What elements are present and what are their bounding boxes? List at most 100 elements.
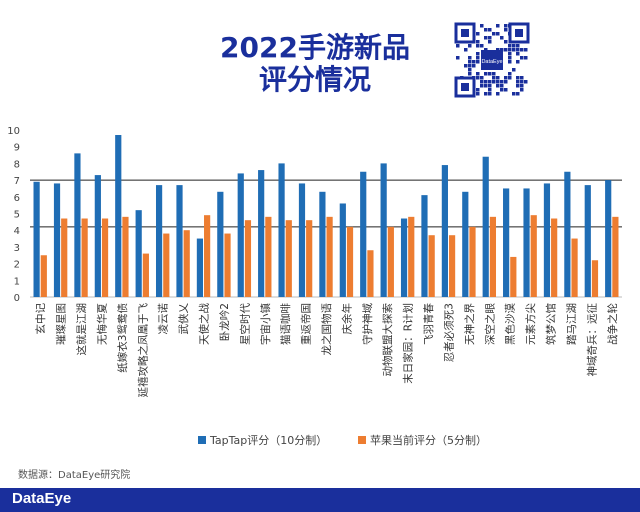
y-tick-label: 0 [14, 293, 20, 304]
bar-taptap [258, 170, 265, 297]
x-tick-label: 战争之轮 [606, 303, 619, 345]
x-tick-label: 延禧攻略之凤凰于飞 [136, 303, 149, 398]
bar-taptap [74, 153, 81, 297]
bar-apple [408, 216, 415, 297]
bar-taptap [135, 210, 142, 297]
bar-taptap [564, 171, 571, 297]
bar-taptap [115, 135, 122, 297]
footer-logo: DataEye [12, 490, 72, 507]
bar-apple [591, 260, 599, 297]
qr-center-label: DataEye [481, 59, 502, 65]
bar-apple [265, 216, 272, 297]
x-tick-label: 动物联盟大探索 [381, 303, 394, 377]
bar-apple [285, 220, 292, 297]
legend-label-apple: 苹果当前评分（5分制） [370, 433, 487, 447]
x-tick-label: 纸嫁衣3鸳鸯债 [116, 303, 129, 373]
x-tick-label: 这就是江湖 [75, 303, 88, 356]
data-source: 数据源：DataEye研究院 [18, 470, 131, 481]
bar-apple [142, 253, 149, 297]
legend-swatch-taptap [198, 436, 206, 444]
bar-taptap [217, 191, 224, 297]
x-tick-label: 璀璨星图 [55, 303, 68, 345]
x-tick-label: 元素方尖 [524, 303, 537, 345]
x-tick-label: 无悔华夏 [95, 303, 108, 345]
bar-apple [244, 220, 252, 297]
bar-taptap [605, 180, 612, 297]
x-tick-label: 末日家园：R计划 [402, 303, 415, 384]
x-tick-label: 卧龙吟2 [218, 303, 231, 341]
bar-taptap [523, 188, 530, 297]
x-tick-label: 深空之眼 [483, 303, 496, 345]
bar-apple [428, 235, 435, 297]
x-tick-label: 玄中记 [34, 303, 47, 335]
x-tick-label: 飞羽青春 [422, 303, 435, 345]
bar-apple [612, 216, 619, 297]
y-tick-label: 7 [14, 176, 20, 187]
y-tick-label: 10 [7, 126, 20, 137]
bar-taptap [360, 171, 367, 297]
bar-apple [122, 216, 129, 297]
bar-taptap [155, 185, 163, 297]
bar-taptap [176, 185, 183, 297]
bar-taptap [94, 175, 101, 297]
x-tick-label: 天使之战 [198, 303, 211, 345]
x-tick-label: 重返帝国 [300, 303, 313, 345]
y-tick-label: 9 [14, 143, 20, 154]
title-line-1: 2022手游新品 [220, 31, 410, 64]
bar-taptap [441, 165, 448, 297]
qr-code-icon: DataEye [454, 22, 530, 98]
bar-taptap [380, 163, 387, 297]
x-tick-label: 宇宙小镇 [259, 303, 272, 345]
bar-taptap [319, 191, 326, 297]
bar-apple [326, 216, 333, 297]
x-tick-label: 筑梦公馆 [545, 303, 558, 345]
bar-taptap [503, 188, 510, 297]
x-tick-label: 黑色沙漠 [504, 303, 517, 345]
bar-apple [306, 220, 313, 297]
bar-apple [469, 226, 476, 297]
bar-apple [40, 255, 47, 297]
x-tick-label: 无神之界 [463, 303, 476, 345]
y-tick-label: 3 [14, 243, 20, 254]
bar-apple [551, 218, 558, 297]
bar-taptap [298, 183, 306, 297]
bar-taptap [543, 183, 551, 297]
bar-apple [81, 218, 88, 297]
bar-taptap [482, 156, 489, 297]
bar-taptap [584, 185, 591, 297]
x-tick-label: 凌云诺 [157, 303, 170, 335]
legend-swatch-apple [358, 436, 366, 444]
y-tick-label: 6 [14, 193, 20, 204]
y-tick-label: 1 [14, 276, 20, 287]
bar-apple [163, 233, 170, 297]
bar-apple [510, 256, 517, 297]
bar-taptap [400, 218, 408, 297]
bar-taptap [33, 181, 40, 297]
bar-apple [530, 215, 537, 297]
bar-apple [387, 226, 394, 297]
x-tick-label: 武侠乂 [177, 303, 190, 335]
bar-taptap [278, 163, 285, 297]
bar-taptap [53, 183, 61, 297]
footer-bar: DataEye [0, 488, 640, 512]
x-tick-label: 庆余年 [340, 303, 353, 335]
title-line-2: 评分情况 [258, 63, 371, 96]
bar-apple [489, 216, 497, 297]
bar-taptap [196, 238, 204, 297]
chart-title: 2022手游新品 评分情况 [190, 32, 440, 96]
bar-apple [204, 215, 211, 297]
y-tick-label: 8 [14, 159, 20, 170]
bar-taptap [339, 203, 346, 297]
legend-label-taptap: TapTap评分（10分制） [209, 434, 327, 447]
x-tick-label: 神域奇兵：远征 [585, 303, 598, 377]
bar-apple [448, 235, 456, 297]
x-tick-label: 守护神域 [361, 303, 374, 345]
bar-apple [571, 238, 578, 297]
bar-apple [183, 230, 190, 297]
x-tick-label: 踏马江湖 [565, 303, 578, 345]
bar-taptap [237, 173, 244, 297]
y-tick-label: 5 [14, 210, 20, 221]
bar-taptap [462, 191, 469, 297]
bar-apple [367, 250, 374, 297]
x-tick-label: 龙之国物语 [320, 303, 333, 356]
